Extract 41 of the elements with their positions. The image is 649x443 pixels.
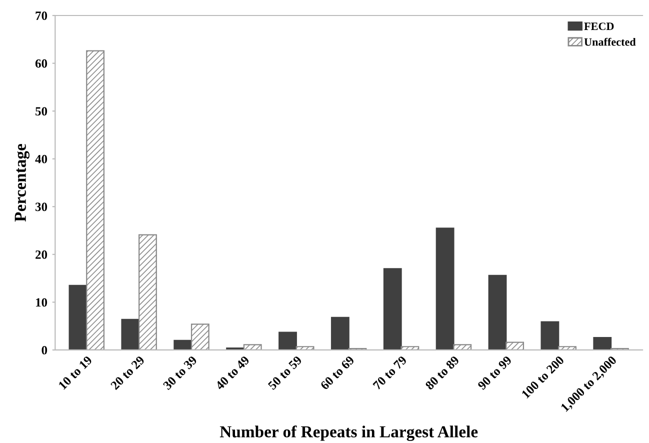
y-tick-label: 30 [35, 202, 48, 212]
bar [278, 332, 297, 350]
y-tick-label: 60 [35, 59, 48, 68]
bar [243, 344, 262, 350]
y-tick-label: 0 [42, 346, 48, 354]
x-tick-label: 10 to 19 [58, 355, 93, 390]
x-axis-title: Number of Repeats in Largest Allele [220, 426, 478, 441]
x-tick-label: 50 to 59 [268, 355, 302, 390]
x-tick-label: 100 to 200 [521, 355, 564, 399]
bar [383, 268, 402, 350]
x-tick-label: 70 to 79 [372, 355, 408, 390]
bar [453, 344, 472, 350]
y-tick-label: 70 [36, 12, 48, 20]
bar [506, 342, 524, 350]
bar [68, 284, 88, 350]
bar [488, 274, 507, 350]
bar [190, 324, 210, 350]
bar [86, 50, 104, 350]
bar [174, 340, 192, 350]
bar [400, 346, 420, 350]
bar [540, 321, 560, 350]
bar [593, 336, 612, 350]
legend-label: FECD [584, 22, 614, 30]
x-tick-label: 80 to 89 [424, 355, 460, 390]
bar [436, 228, 454, 350]
legend-label: Unaffected [584, 38, 636, 46]
bar [296, 346, 314, 350]
y-axis-title: Percentage [14, 144, 30, 222]
bar [138, 234, 157, 350]
bar [121, 318, 140, 350]
y-tick-label: 40 [35, 154, 48, 164]
x-tick-label: 60 to 69 [320, 355, 355, 390]
x-tick-label: 90 to 99 [477, 355, 512, 390]
x-tick-label: 40 to 49 [214, 355, 250, 390]
x-tick-label: 30 to 39 [162, 355, 198, 390]
x-tick-label: 20 to 29 [110, 355, 145, 390]
y-tick-label: 50 [36, 107, 48, 116]
y-tick-label: 10 [36, 298, 48, 307]
bar [330, 316, 350, 350]
bar [558, 346, 576, 350]
y-tick-label: 20 [36, 250, 48, 259]
